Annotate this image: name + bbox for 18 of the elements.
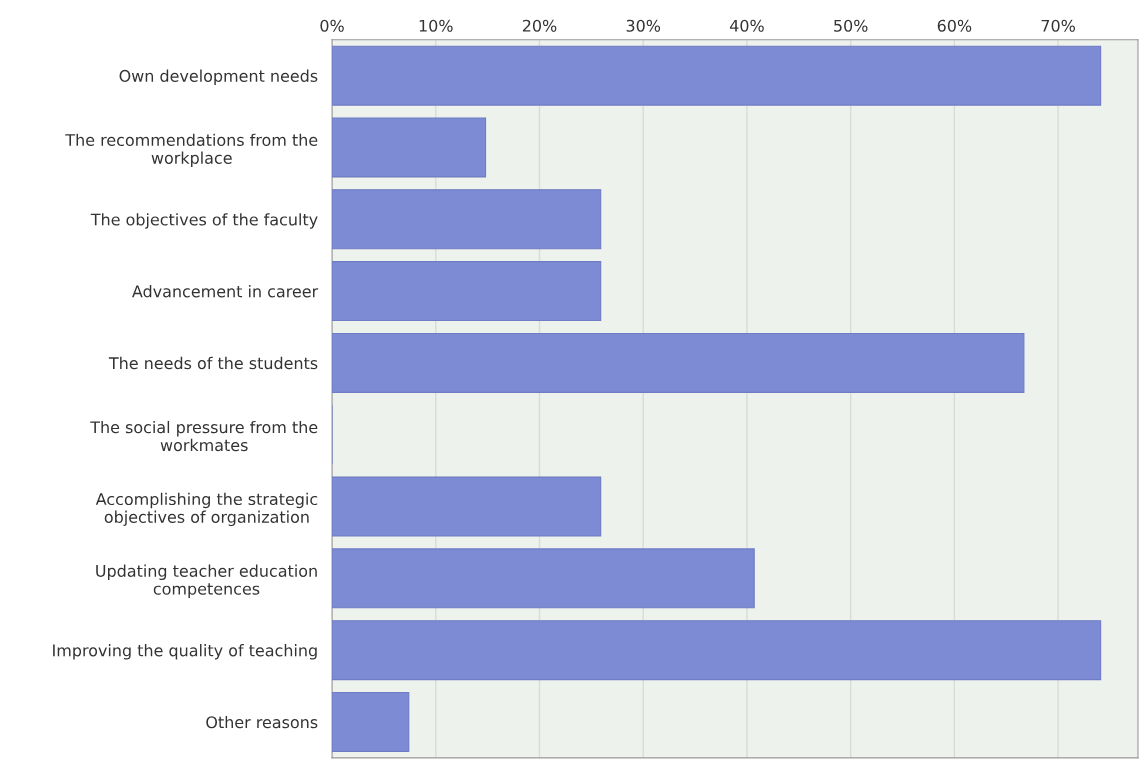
y-tick-label: Other reasons bbox=[206, 715, 318, 729]
y-tick-label: Improving the quality of teaching bbox=[53, 644, 317, 660]
y-tick-label: The recommendations from the workplace bbox=[65, 133, 318, 167]
x-tick-label: 10% bbox=[419, 19, 453, 32]
x-tick-label: 70% bbox=[1041, 19, 1075, 32]
x-tick-label: 30% bbox=[626, 19, 661, 32]
y-tick-label: Own development needs bbox=[119, 69, 318, 86]
x-tick-label: 40% bbox=[729, 19, 764, 32]
y-tick-label: The social pressure from the workmates bbox=[90, 420, 318, 452]
x-tick-label: 60% bbox=[937, 19, 972, 32]
y-tick-label: The objectives of the faculty bbox=[90, 213, 318, 229]
y-tick-label: Advancement in career bbox=[132, 285, 319, 298]
y-tick-label: Accomplishing the strategic objectives of organization bbox=[95, 492, 318, 527]
x-tick-label: 0% bbox=[320, 19, 344, 32]
y-tick-label: Updating teacher education competences bbox=[96, 564, 317, 598]
x-tick-label: 50% bbox=[834, 19, 868, 32]
x-tick-label: 20% bbox=[522, 19, 557, 32]
y-tick-label: The needs of the students bbox=[108, 356, 318, 370]
